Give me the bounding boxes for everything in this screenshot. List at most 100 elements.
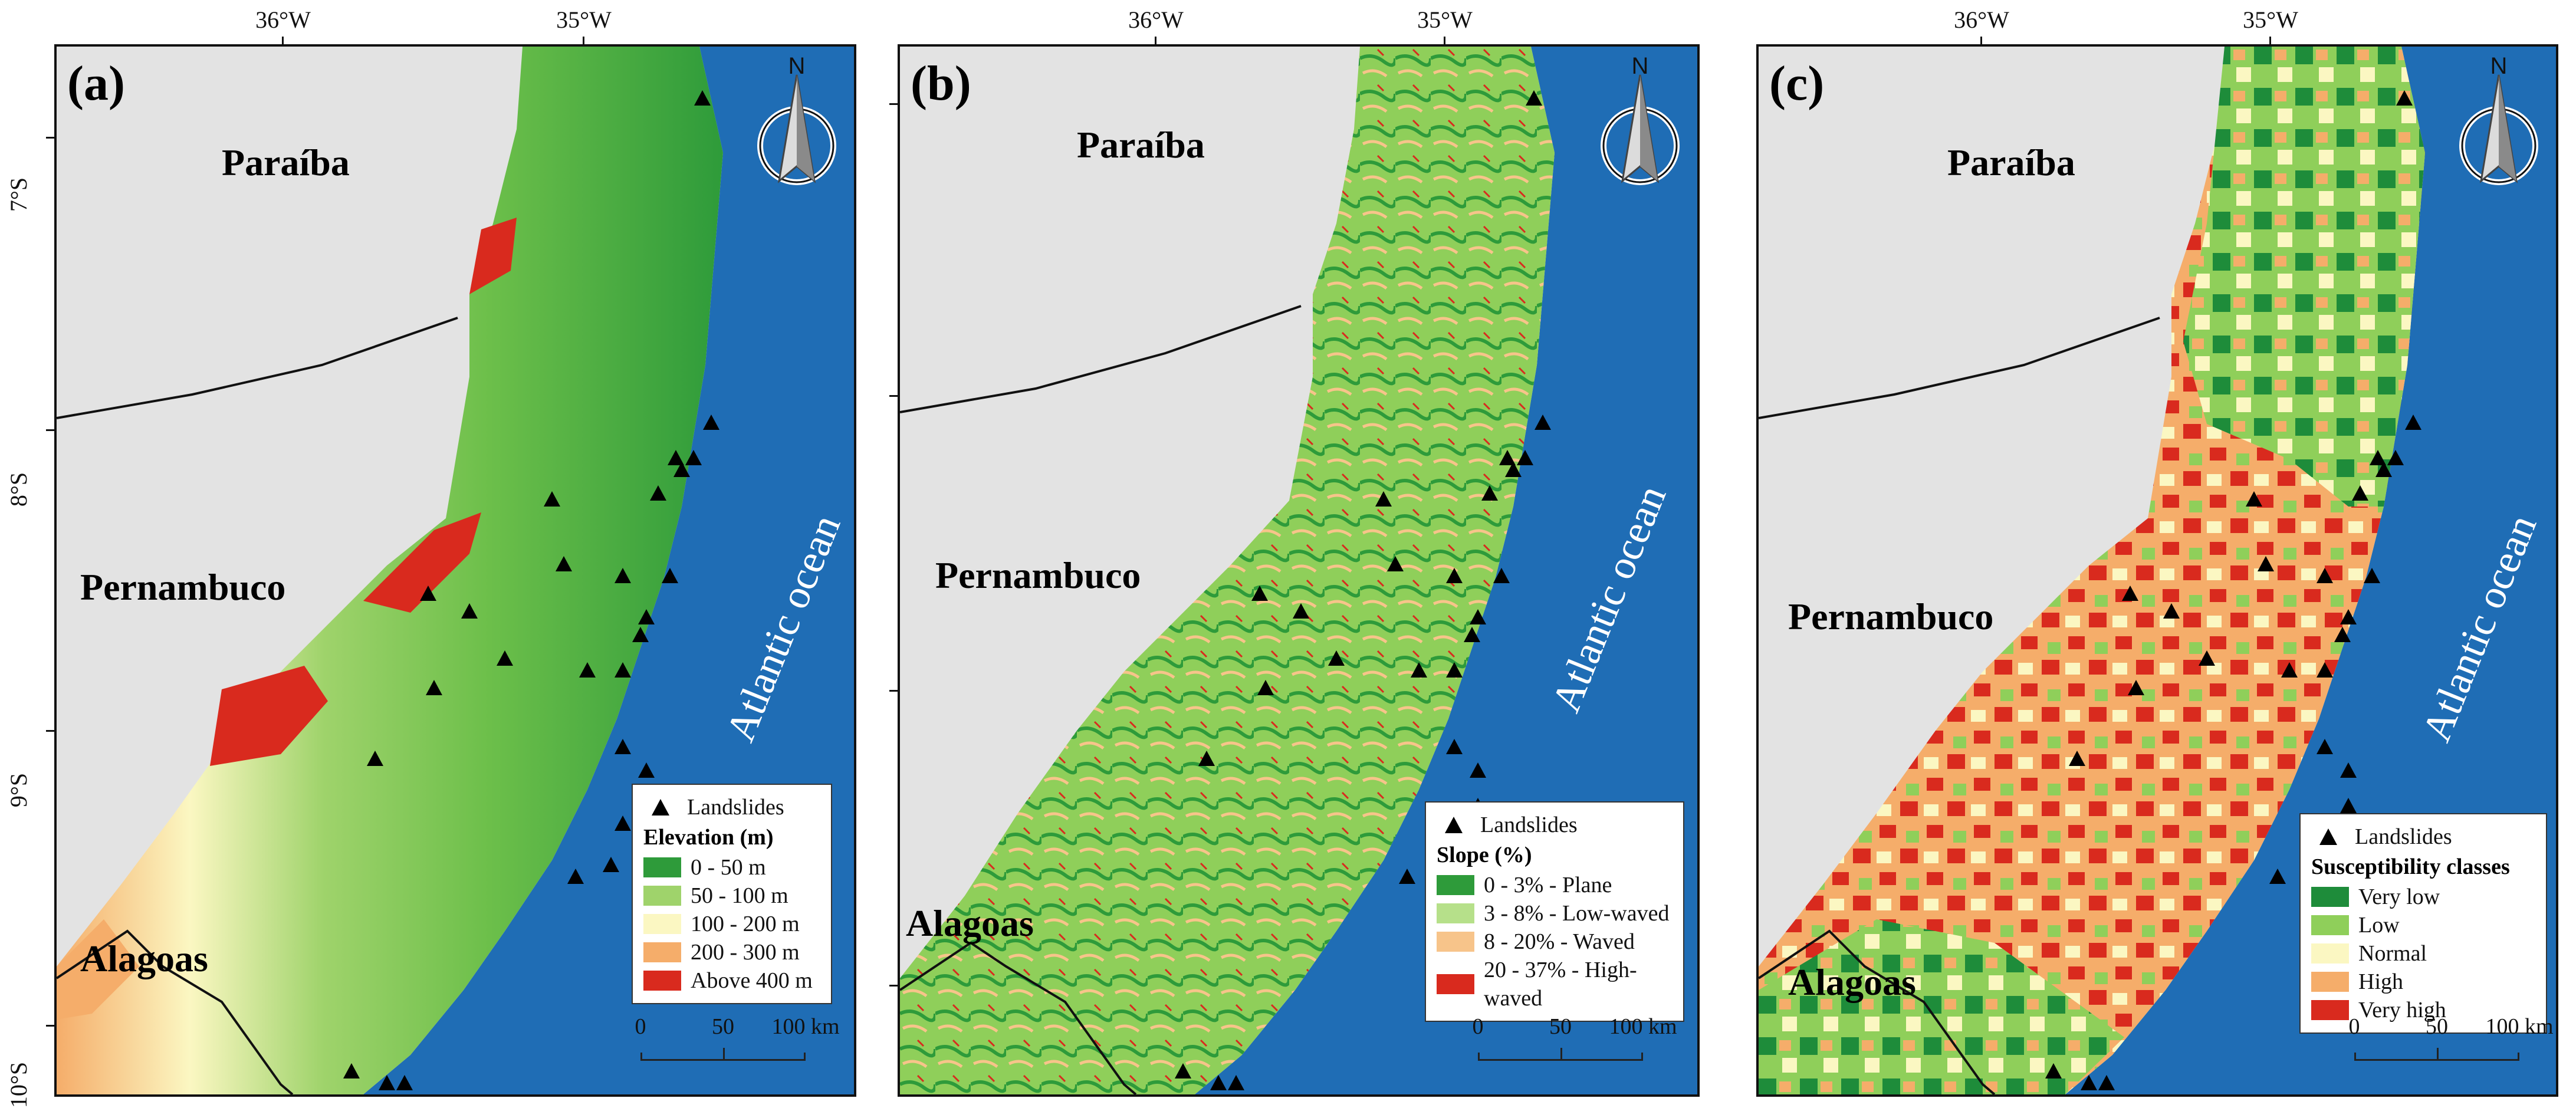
state-label-pernambuco: Pernambuco: [1788, 596, 1994, 637]
legend-item-landslides: Landslides: [2311, 823, 2535, 851]
state-label-alagoas: Alagoas: [80, 938, 208, 979]
state-label-paraiba: Paraíba: [222, 142, 350, 183]
grid-tick: [46, 1025, 54, 1027]
landslide-marker: [2396, 90, 2413, 106]
legend-title: Slope (%): [1437, 843, 1532, 867]
legend-swatch: [1437, 974, 1474, 994]
grid-tick: [46, 137, 54, 139]
legend-label: Low: [2358, 913, 2400, 938]
legend-label: 20 - 37% - High-waved: [1484, 958, 1637, 1011]
lat-label: 9°S: [5, 772, 32, 808]
landslide-marker: [615, 816, 631, 831]
landslide-marker: [2045, 1063, 2062, 1078]
grid-tick: [1980, 37, 1982, 45]
landslide-marker: [1293, 603, 1309, 619]
legend-swatch: [643, 942, 681, 962]
landslide-marker: [685, 450, 702, 465]
landslide-marker: [1446, 662, 1463, 678]
landslide-marker: [420, 586, 436, 601]
landslide-marker: [2258, 556, 2274, 571]
landslide-points: [2045, 90, 2421, 1090]
landslide-marker: [668, 450, 684, 465]
landslide-marker: [1470, 609, 1486, 624]
landslide-marker: [2334, 627, 2351, 642]
north-arrow: N: [753, 53, 841, 205]
landslide-marker: [2317, 739, 2333, 754]
legend-swatch: [643, 914, 681, 934]
landslide-marker: [703, 415, 719, 430]
legend-label: Very low: [2358, 884, 2440, 909]
grid-tick: [1155, 37, 1156, 45]
svg-text:N: N: [1632, 57, 1649, 79]
landslide-marker: [1446, 568, 1463, 583]
legend-item: 8 - 20% - Waved: [1437, 928, 1673, 956]
landslide-marker: [2340, 609, 2357, 624]
legend-label: Normal: [2358, 941, 2427, 966]
legend-item: 50 - 100 m: [643, 882, 820, 910]
landslide-marker: [673, 462, 690, 477]
landslide-marker: [638, 609, 655, 624]
grid-tick: [583, 37, 584, 45]
scale-bar: 0 50 100 km: [1472, 1014, 1677, 1078]
landslide-marker: [2199, 650, 2215, 666]
landslide-marker: [603, 857, 619, 872]
study-area-land: [900, 47, 1555, 1094]
landslide-marker: [2081, 1075, 2097, 1090]
landslide-marker: [2387, 450, 2404, 465]
legend-swatch: [643, 857, 681, 877]
legend-label: High: [2358, 969, 2403, 994]
legend: Landslides Susceptibility classes Very l…: [2299, 813, 2547, 1034]
landslide-marker: [2370, 450, 2386, 465]
north-arrow-icon: N: [1601, 53, 1680, 185]
legend-classes: 0 - 3% - Plane 3 - 8% - Low-waved 8 - 20% …: [1437, 871, 1673, 1012]
legend-item: Very low: [2311, 883, 2535, 911]
panel-letter: (b): [911, 56, 971, 111]
landslide-marker: [367, 751, 383, 766]
landslide-marker: [1505, 462, 1522, 477]
state-border: [57, 317, 458, 419]
landslide-marker: [662, 568, 678, 583]
landslide-marker: [343, 1063, 360, 1078]
legend-label: 200 - 300 m: [691, 940, 800, 965]
legend-label: Above 400 m: [691, 968, 813, 993]
landslide-marker: [1228, 1075, 1244, 1090]
landslide-marker: [2317, 568, 2333, 583]
scale-bar: 0 50 100 km: [635, 1014, 840, 1078]
legend-item: 0 - 50 m: [643, 853, 820, 882]
landslide-marker: [579, 662, 596, 678]
legend-swatch: [1437, 875, 1474, 895]
legend-label: 8 - 20% - Waved: [1484, 929, 1635, 954]
legend-label: Very high: [2358, 998, 2446, 1022]
state-label-paraiba: Paraíba: [1077, 124, 1205, 166]
state-border: [900, 305, 1302, 413]
landslide-marker: [2375, 462, 2392, 477]
landslide-marker: [1526, 90, 1542, 106]
legend-swatch: [2311, 943, 2349, 964]
legend-swatch: [2311, 887, 2349, 907]
panel-letter: (a): [67, 56, 125, 111]
landslide-marker: [426, 680, 442, 695]
landslide-marker: [2340, 798, 2357, 813]
landslide-marker: [461, 603, 478, 619]
legend-item: 3 - 8% - Low-waved: [1437, 899, 1673, 928]
triangle-icon: [1445, 817, 1463, 833]
legend-label: 50 - 100 m: [691, 883, 788, 908]
landslide-marker: [694, 90, 711, 106]
landslide-marker: [638, 762, 655, 778]
legend-item: 100 - 200 m: [643, 910, 820, 938]
landslide-marker: [1198, 751, 1215, 766]
landslide-marker: [2317, 662, 2333, 678]
legend-item: Normal: [2311, 939, 2535, 968]
lon-label: 36°W: [255, 6, 311, 33]
landslide-marker: [2405, 415, 2421, 430]
legend-item-landslides: Landslides: [643, 793, 820, 821]
landslide-marker: [379, 1075, 395, 1090]
legend-classes: Very low Low Normal High Very high: [2311, 883, 2535, 1024]
svg-text:N: N: [2490, 57, 2508, 79]
state-label-paraiba: Paraíba: [1947, 142, 2075, 183]
panel-letter: (c): [1769, 56, 1825, 111]
map-panel-elevation: (a) Paraíba Pernambuco Alagoas Atlantic …: [54, 44, 856, 1097]
lon-label: 35°W: [556, 6, 612, 33]
landslide-marker: [1399, 869, 1415, 884]
landslide-marker: [544, 491, 560, 507]
